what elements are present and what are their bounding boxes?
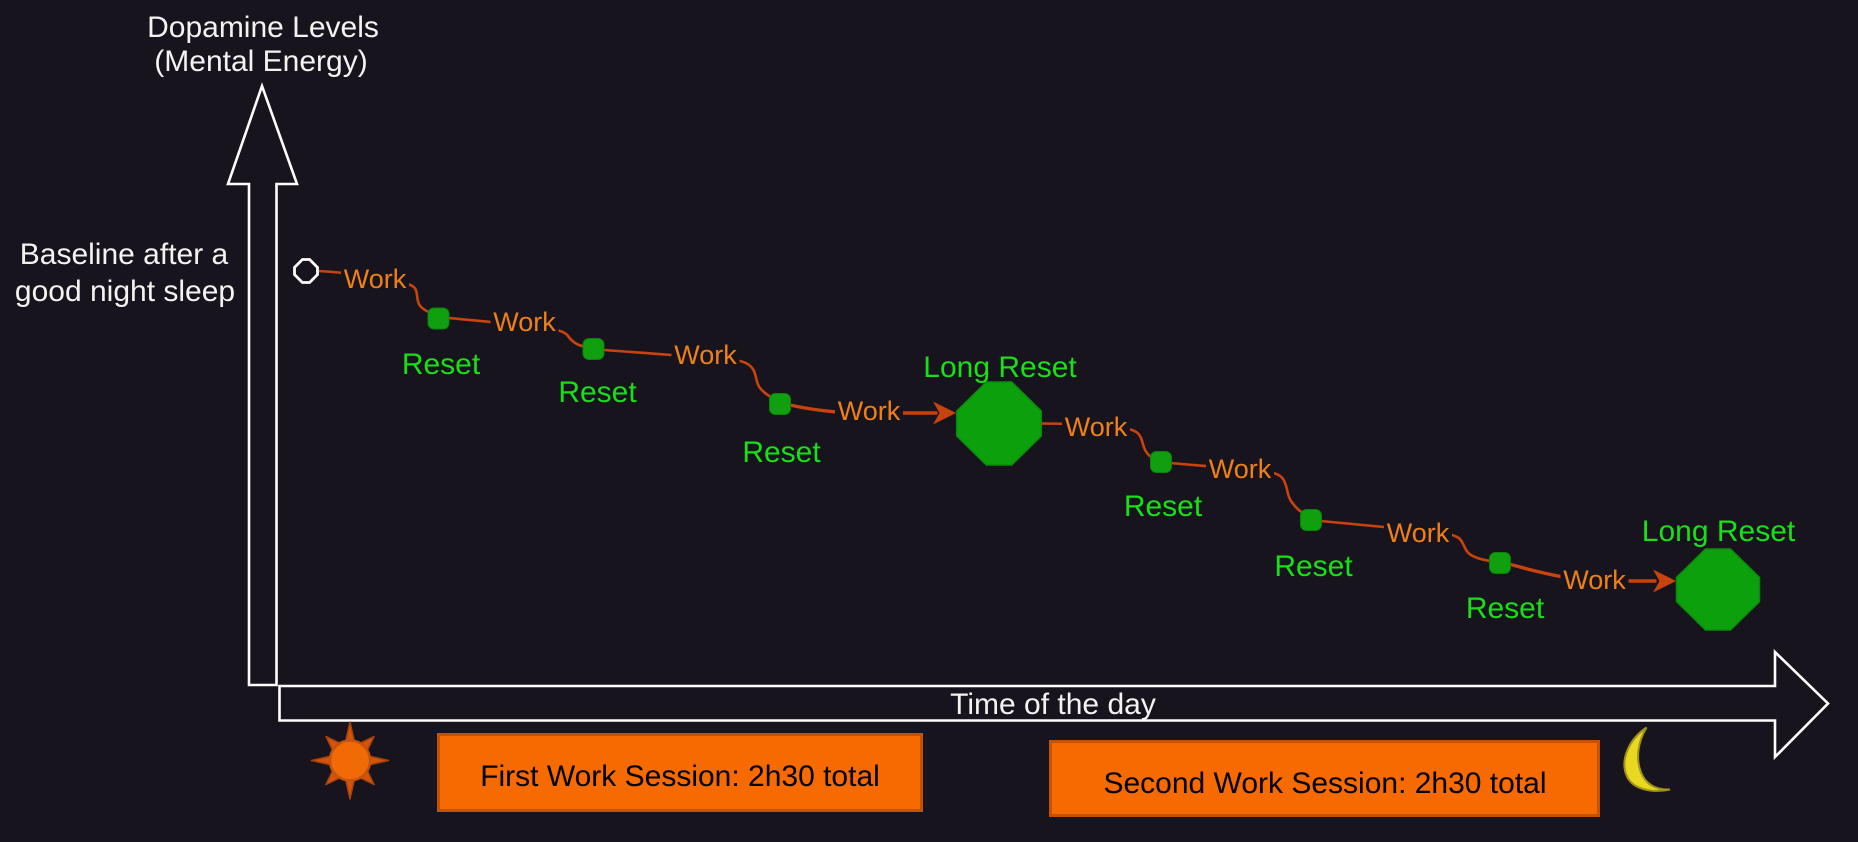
svg-text:Baseline after a: Baseline after a [20,238,229,271]
svg-text:(Mental Energy): (Mental Energy) [154,45,367,78]
svg-text:Work: Work [1563,565,1626,595]
svg-text:Long Reset: Long Reset [923,351,1077,384]
svg-text:Work: Work [1209,454,1272,484]
svg-text:First Work Session: 2h30 total: First Work Session: 2h30 total [480,760,880,793]
svg-text:Work: Work [344,264,407,294]
svg-text:Reset: Reset [1124,490,1203,523]
svg-text:Reset: Reset [1274,550,1353,583]
svg-text:Work: Work [1065,412,1128,442]
svg-text:Reset: Reset [1466,592,1545,625]
svg-text:Work: Work [493,307,556,337]
svg-text:Reset: Reset [742,436,821,469]
svg-text:Dopamine Levels: Dopamine Levels [147,11,379,44]
svg-text:Long Reset: Long Reset [1642,515,1796,548]
svg-text:Reset: Reset [402,348,481,381]
svg-text:Work: Work [838,396,901,426]
svg-text:Work: Work [674,340,737,370]
svg-text:Second Work Session: 2h30 tota: Second Work Session: 2h30 total [1103,767,1546,800]
svg-text:Work: Work [1387,518,1450,548]
svg-text:Time of the day: Time of the day [950,688,1156,721]
svg-text:good night sleep: good night sleep [15,275,235,308]
svg-text:Reset: Reset [558,376,637,409]
